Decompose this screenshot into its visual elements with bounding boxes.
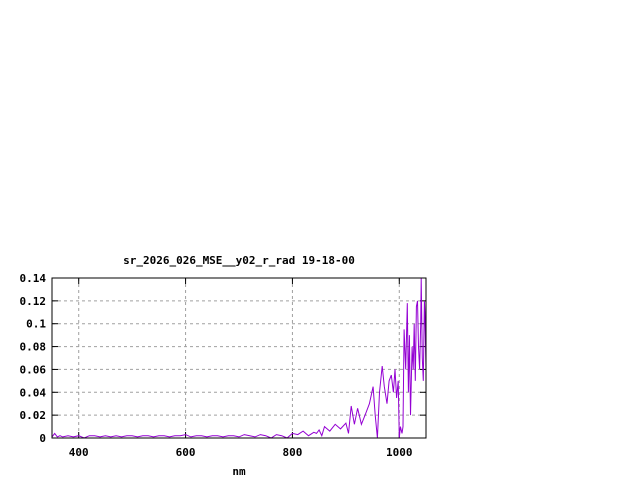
chart-title: sr_2026_026_MSE__y02_r_rad 19-18-00	[123, 254, 355, 267]
x-tick-label: 1000	[386, 446, 413, 459]
series	[51, 277, 427, 439]
y-tick-label: 0.08	[20, 341, 47, 354]
series-line	[51, 277, 427, 439]
y-tick-label: 0	[39, 432, 46, 445]
x-axis: 400 600 800 1000	[69, 278, 413, 459]
y-tick-label: 0.12	[20, 295, 47, 308]
y-tick-label: 0.02	[20, 409, 47, 422]
grid	[52, 278, 426, 438]
y-tick-label: 0.04	[20, 386, 47, 399]
plot-border	[51, 277, 427, 439]
y-tick-label: 0.14	[20, 272, 47, 285]
y-tick-label: 0.1	[26, 318, 46, 331]
x-axis-label: nm	[232, 465, 246, 478]
y-tick-label: 0.06	[20, 363, 47, 376]
x-tick-label: 600	[176, 446, 196, 459]
x-tick-label: 400	[69, 446, 89, 459]
y-axis: 0 0.02 0.04 0.06 0.08 0.1 0.12 0.14	[20, 272, 426, 445]
x-tick-label: 800	[282, 446, 302, 459]
